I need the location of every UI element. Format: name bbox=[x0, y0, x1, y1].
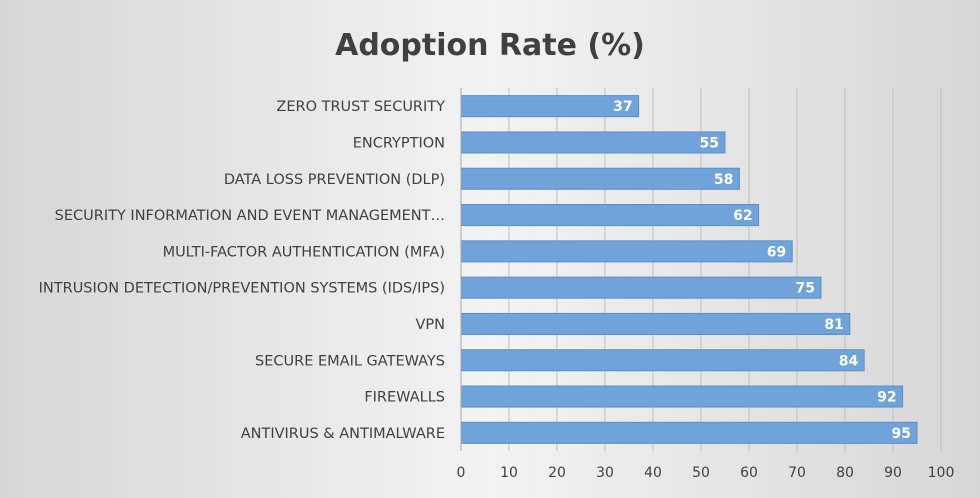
category-label: MULTI-FACTOR AUTHENTICATION (MFA) bbox=[163, 244, 445, 260]
x-tick-label: 40 bbox=[644, 465, 662, 481]
data-label: 69 bbox=[767, 244, 786, 260]
chart-title: Adoption Rate (%) bbox=[335, 28, 645, 63]
category-label: ENCRYPTION bbox=[353, 135, 445, 151]
data-label: 62 bbox=[733, 208, 752, 224]
data-label: 81 bbox=[824, 317, 843, 333]
x-tick-label: 60 bbox=[740, 465, 758, 481]
data-label: 84 bbox=[839, 353, 859, 369]
bar bbox=[460, 240, 793, 263]
category-label: INTRUSION DETECTION/PREVENTION SYSTEMS (… bbox=[39, 281, 445, 297]
x-tick-label: 70 bbox=[788, 465, 806, 481]
data-label: 58 bbox=[714, 172, 733, 188]
category-labels: ANTIVIRUS & ANTIMALWARE FIREWALLS SECURE E… bbox=[39, 99, 446, 442]
x-axis-tick-labels: 0 10 20 30 40 50 60 70 80 90 100 bbox=[457, 465, 955, 481]
x-tick-label: 30 bbox=[596, 465, 614, 481]
category-label: FIREWALLS bbox=[364, 390, 445, 406]
data-label: 75 bbox=[796, 281, 815, 297]
bar bbox=[460, 131, 726, 154]
category-label: SECURITY INFORMATION AND EVENT MANAGEMEN… bbox=[55, 208, 445, 224]
bar bbox=[460, 167, 740, 190]
category-label: ZERO TRUST SECURITY bbox=[276, 99, 445, 115]
category-label: SECURE EMAIL GATEWAYS bbox=[255, 353, 445, 369]
x-tick-label: 90 bbox=[884, 465, 902, 481]
x-tick-label: 0 bbox=[457, 465, 466, 481]
x-tick-label: 80 bbox=[836, 465, 854, 481]
bar bbox=[460, 421, 918, 444]
x-tick-label: 50 bbox=[692, 465, 710, 481]
category-label: ANTIVIRUS & ANTIMALWARE bbox=[241, 426, 445, 442]
bar bbox=[460, 95, 640, 118]
data-label: 55 bbox=[700, 135, 719, 151]
data-label: 92 bbox=[877, 390, 896, 406]
bar bbox=[460, 312, 851, 335]
x-tick-label: 20 bbox=[548, 465, 566, 481]
category-label: DATA LOSS PREVENTION (DLP) bbox=[224, 172, 445, 188]
bar bbox=[460, 276, 822, 299]
bar bbox=[460, 385, 904, 408]
x-tick-label: 10 bbox=[500, 465, 518, 481]
x-tick-label: 100 bbox=[928, 465, 955, 481]
data-label: 95 bbox=[892, 426, 911, 442]
bar bbox=[460, 349, 865, 372]
category-label: VPN bbox=[415, 317, 445, 333]
bars: 95 92 84 81 75 69 62 58 55 37 bbox=[460, 95, 918, 444]
data-label: 37 bbox=[613, 99, 632, 115]
bar bbox=[460, 204, 760, 227]
